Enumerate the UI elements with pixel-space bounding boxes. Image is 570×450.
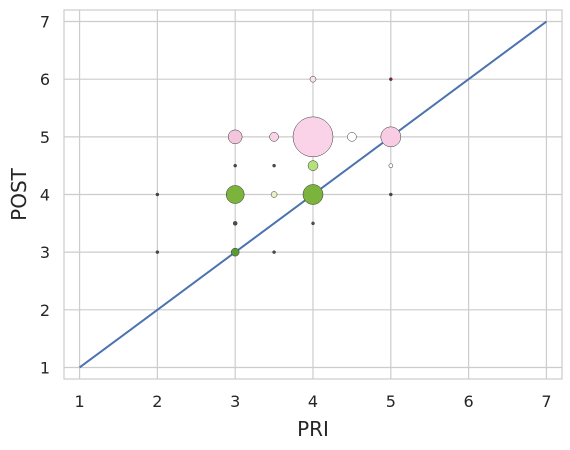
data-point <box>347 132 357 142</box>
data-point <box>272 163 276 168</box>
plot-frame <box>63 9 563 380</box>
x-tick-label: 2 <box>152 392 162 411</box>
data-point <box>389 77 393 81</box>
y-tick-label: 7 <box>40 13 50 32</box>
data-point <box>311 221 315 226</box>
data-point <box>272 250 276 254</box>
data-point <box>269 132 279 142</box>
y-tick-label: 3 <box>40 243 50 262</box>
data-point <box>292 116 334 158</box>
x-tick-label: 6 <box>464 392 474 411</box>
data-point <box>307 160 319 171</box>
data-points <box>155 75 402 257</box>
data-point <box>232 221 238 226</box>
y-tick-labels: 1 2 3 4 5 6 7 <box>40 13 50 378</box>
data-point <box>155 250 160 254</box>
data-point <box>380 126 402 148</box>
x-tick-label: 5 <box>386 392 396 411</box>
y-tick-label: 6 <box>40 70 50 89</box>
y-tick-label: 2 <box>40 301 50 320</box>
data-point <box>225 185 245 204</box>
data-point <box>270 191 278 198</box>
x-tick-label: 4 <box>308 392 318 411</box>
data-point <box>227 129 243 145</box>
data-point <box>389 192 393 197</box>
x-tick-label: 3 <box>230 392 240 411</box>
x-tick-labels: 1 2 3 4 5 6 7 <box>74 392 551 411</box>
data-point <box>388 163 394 168</box>
y-tick-label: 4 <box>40 186 50 205</box>
x-tick-label: 7 <box>541 392 551 411</box>
data-point <box>230 247 240 257</box>
data-point <box>302 184 324 205</box>
y-tick-label: 1 <box>40 358 50 377</box>
y-axis-label: POST <box>7 167 31 220</box>
data-point <box>233 163 237 168</box>
x-axis-label: PRI <box>297 417 329 441</box>
y-tick-label: 5 <box>40 128 50 147</box>
data-point <box>155 192 160 197</box>
x-tick-label: 1 <box>74 392 84 411</box>
data-point <box>309 75 317 83</box>
